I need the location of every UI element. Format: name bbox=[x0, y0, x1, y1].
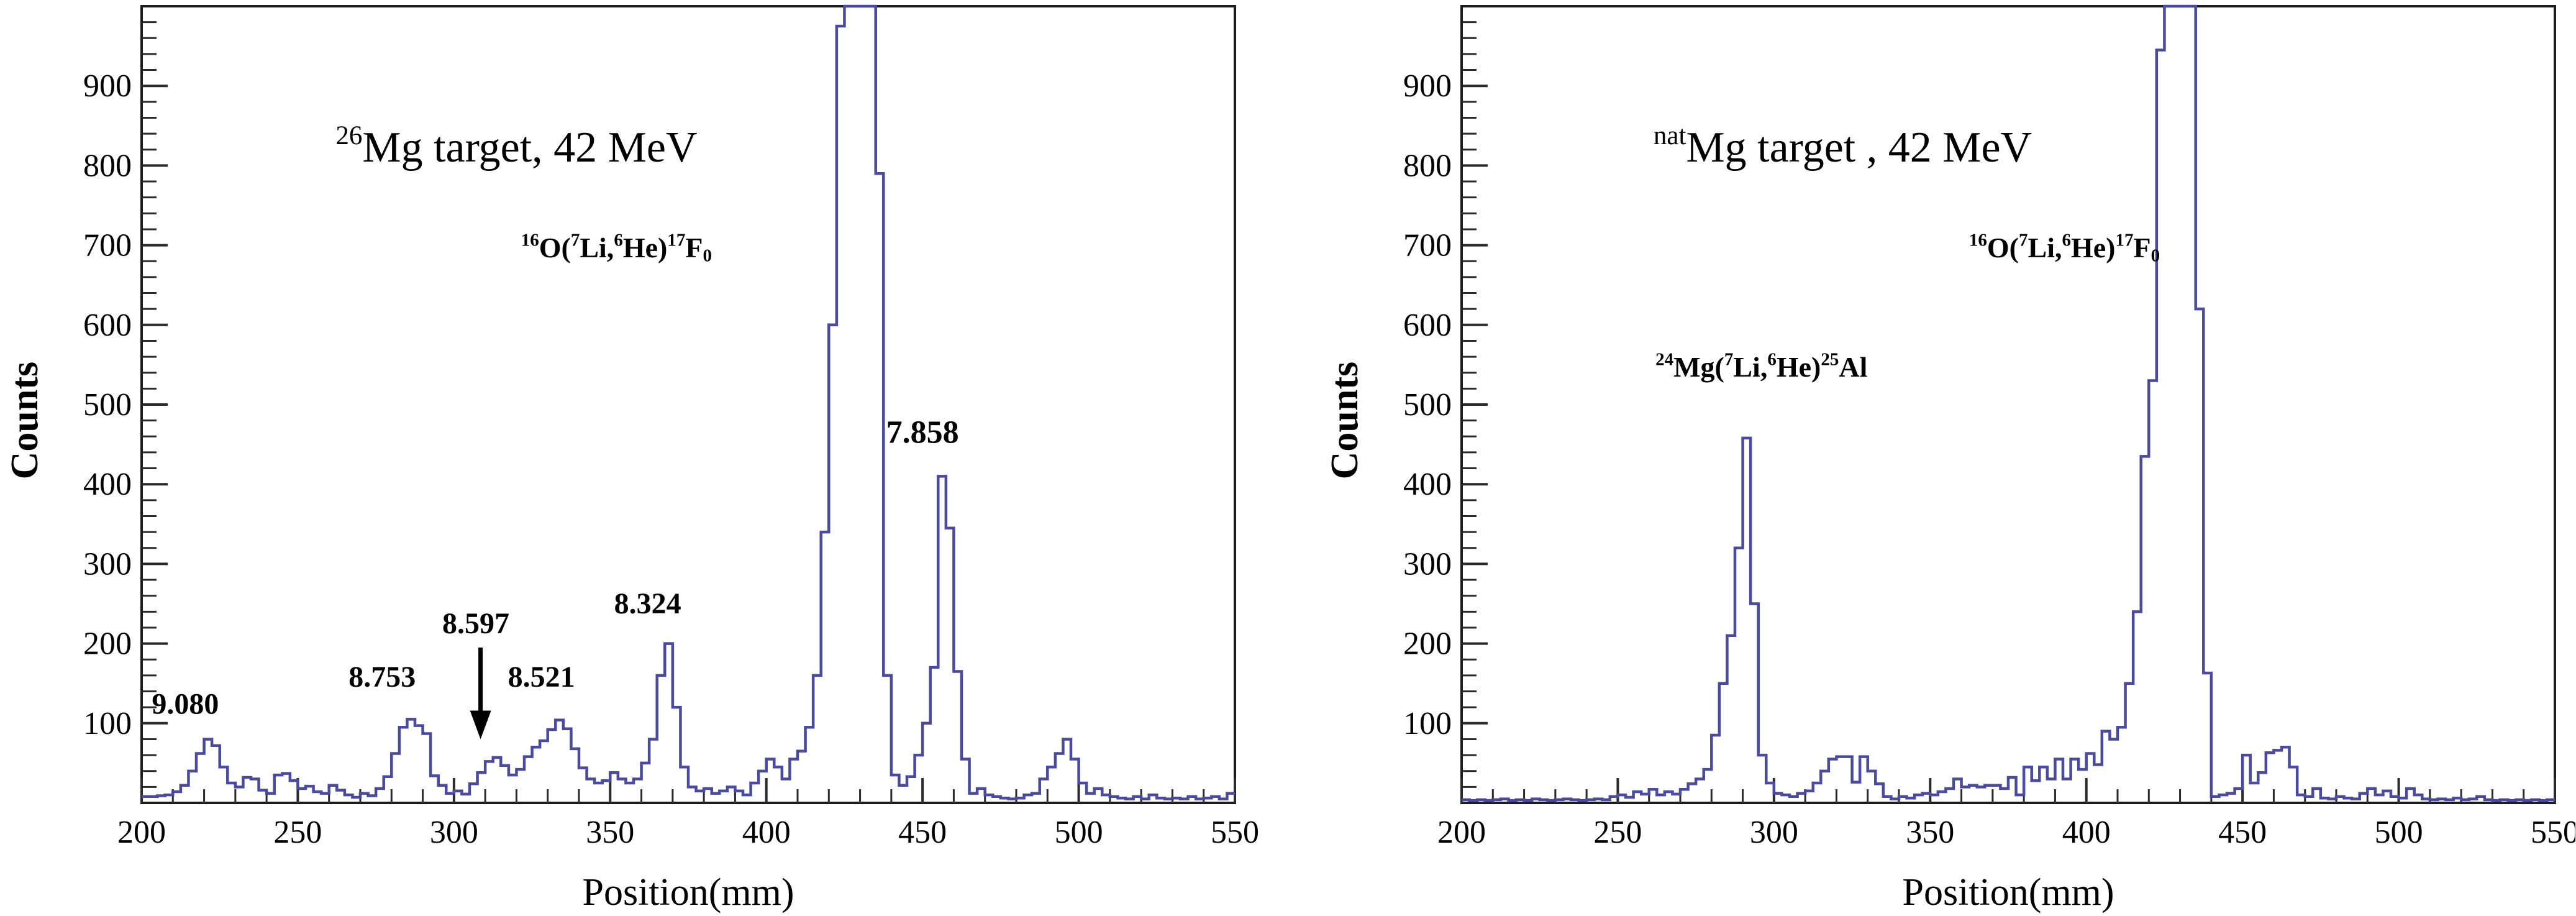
y-tick-label: 500 bbox=[83, 387, 132, 423]
down-arrow-icon bbox=[470, 710, 491, 740]
panel-title: 26Mg target, 42 MeV bbox=[335, 121, 697, 172]
x-tick-label: 500 bbox=[1055, 815, 1103, 850]
x-axis-title: Position(mm) bbox=[1902, 871, 2114, 914]
histogram-plot-natmg: 200 250 300 350 400 450 500 550 100 200 300 400 500 6… bbox=[1324, 4, 2575, 914]
x-tick-label: 300 bbox=[1750, 815, 1798, 850]
histogram-line bbox=[142, 4, 1235, 800]
reaction-label: 16O(7Li,6He)17F0 bbox=[1969, 230, 2160, 265]
x-tick-label: 450 bbox=[898, 815, 947, 850]
x-tick-label: 250 bbox=[273, 815, 322, 850]
y-tick-label: 600 bbox=[1403, 308, 1452, 343]
y-tick-label: 700 bbox=[1403, 228, 1452, 263]
y-axis-title: Counts bbox=[1324, 362, 1366, 480]
y-tick-label: 800 bbox=[1403, 148, 1452, 183]
y-tick-label: 700 bbox=[83, 228, 132, 263]
x-axis-title: Position(mm) bbox=[582, 871, 794, 914]
x-tick-label: 250 bbox=[1593, 815, 1642, 850]
x-tick-label: 200 bbox=[1437, 815, 1486, 850]
y-tick-label: 200 bbox=[1403, 626, 1452, 662]
peak-label: 9.080 bbox=[152, 687, 219, 720]
y-tick-label: 900 bbox=[83, 68, 132, 104]
peak-label: 8.521 bbox=[508, 661, 575, 694]
y-tick-label: 500 bbox=[1403, 387, 1452, 423]
peak-label: 8.597 bbox=[442, 607, 509, 640]
y-tick-label: 400 bbox=[83, 467, 132, 502]
peak-label: 8.324 bbox=[614, 587, 681, 620]
y-tick-label: 300 bbox=[83, 546, 132, 582]
x-tick-label: 200 bbox=[117, 815, 166, 850]
y-tick-label: 100 bbox=[1403, 706, 1452, 741]
y-tick-label: 600 bbox=[83, 308, 132, 343]
histogram-panel-26mg-target: 200 250 300 350 400 450 500 550 100 200 300 400 500 6… bbox=[4, 4, 1259, 914]
y-tick-label: 400 bbox=[1403, 467, 1452, 502]
histogram-line bbox=[1462, 4, 2555, 802]
peak-label: 8.753 bbox=[348, 661, 416, 694]
histogram-panel-natmg-target: 200 250 300 350 400 450 500 550 100 200 300 400 500 6… bbox=[1288, 0, 2575, 916]
panel-title: natMg target , 42 MeV bbox=[1654, 121, 2032, 172]
reaction-label: 24Mg(7Li,6He)25Al bbox=[1655, 350, 1867, 383]
x-tick-label: 350 bbox=[586, 815, 634, 850]
x-tick-label: 450 bbox=[2218, 815, 2267, 850]
x-tick-label: 500 bbox=[2375, 815, 2423, 850]
x-tick-label: 350 bbox=[1906, 815, 1954, 850]
y-tick-label: 800 bbox=[83, 148, 132, 183]
y-tick-label: 900 bbox=[1403, 68, 1452, 104]
histogram-plot-26mg: 200 250 300 350 400 450 500 550 100 200 300 400 500 6… bbox=[4, 4, 1259, 914]
x-tick-label: 400 bbox=[742, 815, 791, 850]
y-tick-label: 100 bbox=[83, 706, 132, 741]
x-tick-label: 400 bbox=[2062, 815, 2111, 850]
y-tick-label: 300 bbox=[1403, 546, 1452, 582]
y-axis-title: Counts bbox=[4, 362, 46, 480]
peak-label: 7.858 bbox=[886, 415, 959, 451]
reaction-label: 16O(7Li,6He)17F0 bbox=[521, 230, 712, 265]
x-tick-label: 550 bbox=[2531, 815, 2575, 850]
x-tick-label: 300 bbox=[430, 815, 478, 850]
y-tick-label: 200 bbox=[83, 626, 132, 662]
x-tick-label: 550 bbox=[1211, 815, 1259, 850]
